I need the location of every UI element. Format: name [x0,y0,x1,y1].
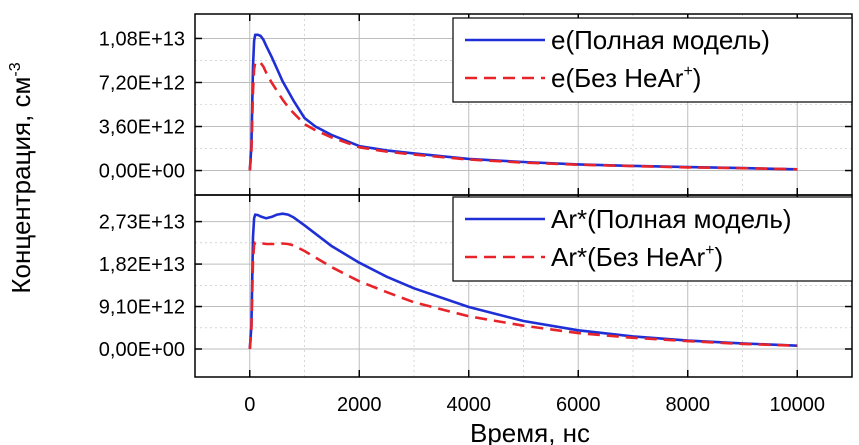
bottom-ytick-label-3: 2,73E+13 [99,212,185,234]
bottom-ytick-label-0: 0,00E+00 [99,339,185,361]
bottom-ytick-label-2: 1,82E+13 [99,254,185,276]
bottom-xtick-label-1: 2000 [337,394,382,416]
bottom-frame [194,194,853,378]
top-legend-label-1: e(Без HeAr+) [551,63,701,93]
bottom-legend-label-0: Ar*(Полная модель) [551,204,792,234]
bottom-xtick-label-4: 8000 [666,394,711,416]
y-axis-title: Концентрация, см-3 [6,62,36,293]
top-ytick-label-1: 3,60E+12 [99,117,185,139]
top-legend-label-0: e(Полная модель) [551,25,770,55]
top-ytick-label-3: 1,08E+13 [99,28,185,50]
bottom-xtick-label-0: 0 [244,394,255,416]
top-legend-box [452,17,853,103]
bottom-legend-label-1: Ar*(Без HeAr+) [551,242,723,272]
tick-layer: 0,00E+00 3,60E+12 7,20E+12 1,08E+13 0,00E+00… [99,14,852,416]
bottom-xtick-label-3: 6000 [556,394,601,416]
bottom-series-line-1 [248,241,798,350]
x-axis-title: Время, нс [470,418,590,445]
frame-layer [194,13,853,378]
bottom-legend-box [452,196,853,282]
bottom-series-line-0 [248,212,798,350]
bottom-ytick-label-1: 9,10E+12 [99,297,185,319]
top-series-line-1 [248,60,798,171]
bottom-xtick-label-5: 10000 [769,394,825,416]
top-ytick-label-0: 0,00E+00 [99,161,185,183]
top-series-line-0 [248,33,798,171]
legend-layer: e(Полная модель) e(Без HeAr+) Ar*(Полная м… [452,17,853,282]
bottom-xtick-label-2: 4000 [447,394,492,416]
series-layer [248,33,798,350]
top-ytick-label-2: 7,20E+12 [99,72,185,94]
